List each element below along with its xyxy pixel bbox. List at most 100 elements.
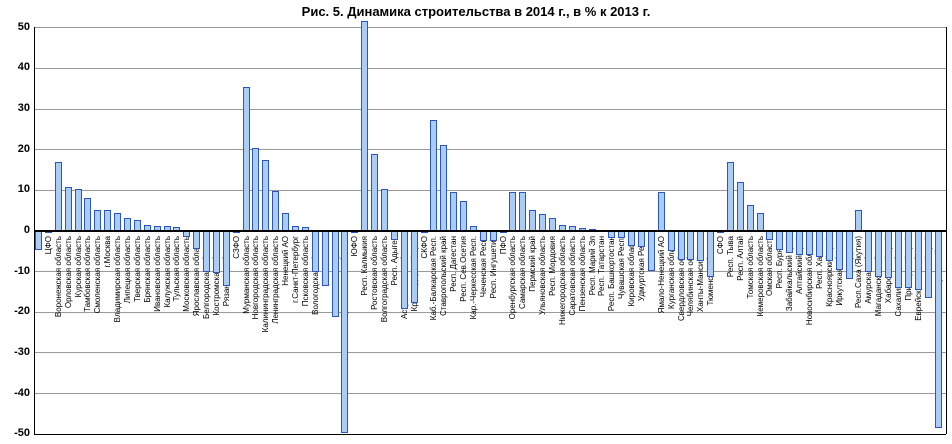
x-axis-label: Кировская область [627, 236, 637, 307]
x-axis-label: Респ. Сев.Осетия [459, 236, 469, 302]
bar [74, 189, 82, 232]
bar [84, 198, 92, 232]
bar [736, 182, 744, 232]
x-axis-label: СКФО [419, 236, 429, 259]
gridline [33, 108, 946, 110]
x-axis-label: Самарская область [518, 236, 528, 310]
bar [934, 230, 942, 429]
bar [519, 191, 527, 232]
x-axis-label: г.Санкт-Петербург [291, 236, 300, 303]
bar [796, 230, 804, 256]
x-axis-label: Липецкая область [122, 236, 132, 304]
x-axis-label: Респ. Мордовия [548, 236, 557, 296]
x-axis-label: Орловская область [63, 236, 73, 309]
bar [608, 230, 616, 238]
bar [776, 230, 784, 251]
x-axis-label: Ивановская область [152, 236, 162, 312]
x-axis-label: Волгоградская область [379, 236, 389, 323]
x-axis-label: Респ. Адыгея [389, 236, 399, 286]
y-axis-tick-label: 10 [17, 183, 30, 196]
x-axis-label: Респ. Башкортостан [607, 236, 617, 312]
bar [855, 209, 863, 232]
plot-bottom-border [33, 433, 946, 435]
y-axis-tick-label: -30 [14, 345, 30, 358]
bar [677, 230, 685, 261]
bar [252, 147, 260, 232]
bar [262, 159, 270, 232]
bar [450, 192, 458, 232]
bar [479, 230, 487, 241]
y-axis-tick-label: 20 [17, 142, 30, 155]
zero-axis-line [33, 229, 946, 232]
x-axis-label: Новгородская область [251, 236, 261, 320]
gridline [33, 352, 946, 354]
bar [628, 230, 636, 246]
y-axis-tick-label: 40 [17, 61, 30, 74]
bar [618, 230, 626, 238]
bar [380, 189, 388, 232]
x-axis-label: Тульская область [172, 236, 182, 302]
bar [687, 230, 695, 261]
x-axis-label: Ленинградская область [271, 236, 281, 324]
bar [400, 230, 408, 309]
bar [94, 209, 102, 232]
x-axis-label: Владимирская область [113, 236, 123, 323]
x-axis-label: Пермский край [528, 236, 538, 292]
x-axis-label: Воронежская область [53, 236, 63, 318]
x-axis-label: Брянская область [142, 236, 152, 303]
x-axis-label: Респ. Алтай [735, 236, 745, 281]
bar [885, 230, 893, 278]
bar [203, 230, 211, 273]
bar [460, 200, 468, 232]
x-axis-label: Респ. Тыва [725, 236, 735, 278]
x-axis-label: Респ. Дагестан [449, 236, 459, 292]
x-axis-label: Каб.-Балкарская Респ. [429, 236, 439, 321]
bar [825, 230, 833, 261]
bar [845, 230, 853, 280]
y-axis-tick-label: -50 [14, 427, 30, 440]
bar [430, 119, 438, 232]
x-axis-label: Московская область [182, 236, 192, 312]
bar [707, 230, 715, 277]
bar [746, 204, 754, 232]
bar [104, 210, 112, 232]
bar [697, 230, 705, 261]
bar [637, 230, 645, 247]
x-axis-label: Ростовская область [370, 236, 380, 310]
gridline [33, 393, 946, 395]
plot-right-border [946, 27, 947, 434]
bar [657, 192, 665, 232]
bar [242, 87, 250, 232]
x-axis-label: Саратовская область [567, 236, 577, 316]
bar [865, 230, 873, 273]
bar [489, 230, 497, 241]
bar [806, 230, 813, 255]
y-axis-tick-label: -10 [14, 264, 30, 277]
x-axis-label: Тамбовская область [83, 236, 93, 312]
bar [835, 230, 843, 271]
x-axis-label: Тверская область [132, 236, 142, 302]
gridline [33, 67, 946, 69]
y-axis-tick-label: 0 [23, 224, 30, 236]
x-axis-label: Псковская область [300, 236, 310, 307]
gridline [33, 311, 946, 313]
x-axis-label: ЦФО [43, 236, 53, 255]
bar [361, 21, 369, 232]
bar [35, 230, 42, 250]
x-axis-label: ПФО [498, 236, 508, 255]
bar [54, 161, 62, 232]
bar [904, 230, 912, 288]
x-axis-label: Мурманская область [241, 236, 251, 314]
bar [193, 230, 201, 250]
x-axis-label: Ямало-Ненецкий АО [656, 236, 666, 314]
bar [815, 230, 823, 258]
bar [529, 209, 537, 232]
bar [667, 230, 675, 251]
x-axis-label: СЗФО [231, 236, 241, 259]
x-axis-label: СФО [716, 236, 726, 255]
bar [410, 230, 418, 303]
x-axis-label: Кар.-Черкесская Респ. [468, 236, 478, 320]
x-axis-label: Чувашская Респ. [617, 236, 627, 300]
bar [924, 230, 932, 298]
